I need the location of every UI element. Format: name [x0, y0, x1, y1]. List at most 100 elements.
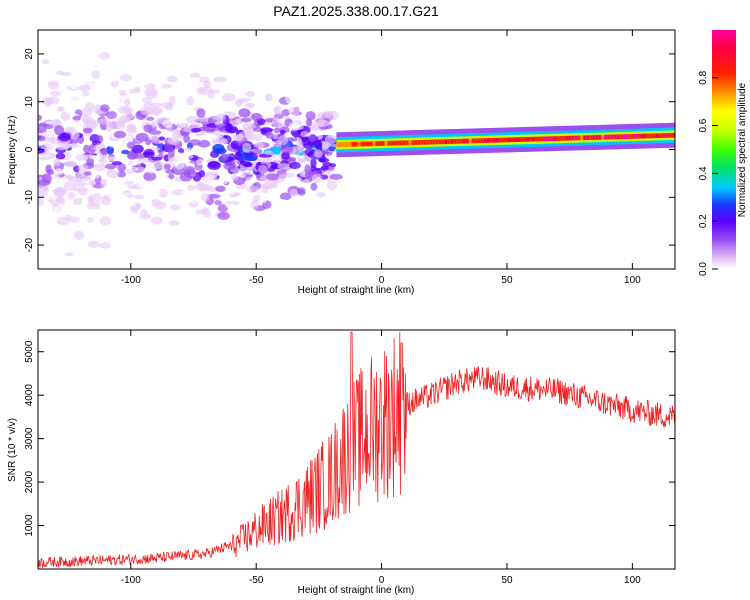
heatmap-cell: [245, 167, 254, 176]
snr-line: [38, 331, 675, 568]
heatmap-cell: [313, 149, 323, 158]
heatmap-cell: [98, 52, 111, 60]
heatmap-cell: [92, 192, 102, 203]
heatmap-cell: [267, 108, 276, 118]
heatmap-cell: [387, 140, 392, 146]
heatmap-cell: [184, 166, 196, 176]
heatmap-cell: [38, 135, 46, 142]
heatmap-cell: [80, 177, 90, 184]
heatmap-cell: [462, 138, 468, 144]
bottom-ytick-label: 4000: [24, 384, 35, 407]
heatmap-cell: [111, 161, 123, 166]
heatmap-cell: [167, 136, 180, 146]
heatmap-cell: [315, 119, 330, 128]
heatmap-cell: [82, 127, 93, 134]
heatmap-cell: [261, 182, 275, 190]
heatmap-cell: [126, 184, 137, 189]
heatmap-cell: [93, 163, 106, 172]
heatmap-cell: [144, 228, 154, 234]
heatmap-cell: [354, 141, 359, 147]
heatmap-cell: [38, 179, 51, 186]
heatmap-cell: [240, 155, 253, 161]
heatmap-cell: [154, 78, 164, 88]
heatmap-cell: [162, 119, 174, 128]
heatmap-cell: [658, 133, 663, 139]
heatmap-cell: [351, 141, 356, 147]
heatmap-cell: [378, 141, 383, 146]
heatmap-cell: [100, 178, 107, 188]
heatmap-cell: [41, 59, 50, 65]
colorbar-tick-label: 0.6: [698, 118, 709, 132]
heatmap-cell: [420, 139, 425, 145]
heatmap-cell: [601, 134, 606, 140]
heatmap-cell: [38, 114, 43, 121]
heatmap-cell: [242, 142, 252, 153]
heatmap-cell: [207, 161, 222, 170]
heatmap-cell: [38, 124, 47, 134]
heatmap-cell: [40, 143, 53, 151]
heatmap-cell: [544, 136, 549, 142]
heatmap-cell: [553, 136, 558, 141]
heatmap-cell: [150, 156, 163, 161]
heatmap-cell: [281, 144, 294, 154]
heatmap-cell: [68, 93, 80, 103]
heatmap-cell: [375, 141, 380, 147]
heatmap-cell: [139, 213, 152, 220]
heatmap-cell: [167, 111, 178, 121]
heatmap-cell: [261, 129, 268, 135]
heatmap-cell: [202, 208, 212, 218]
heatmap-area: [38, 52, 675, 257]
heatmap-cell: [143, 171, 157, 182]
heatmap-cell: [664, 133, 669, 138]
top-ytick-label: -20: [24, 237, 35, 252]
heatmap-cell: [207, 89, 215, 99]
heatmap-cell: [144, 165, 157, 174]
heatmap-cell: [325, 172, 333, 182]
heatmap-cell: [459, 138, 465, 144]
heatmap-cell: [137, 158, 150, 163]
colorbar-axis: 0.0 0.2 0.4 0.6 0.8: [698, 70, 718, 276]
heatmap-cell: [158, 136, 166, 141]
top-ytick-label: 20: [24, 48, 35, 60]
heatmap-cell: [48, 152, 57, 159]
heatmap-cell: [224, 189, 236, 196]
heatmap-cell: [123, 98, 131, 106]
heatmap-cell: [580, 135, 585, 141]
heatmap-cell: [237, 98, 245, 105]
heatmap-cell: [53, 205, 61, 215]
heatmap-cell: [44, 217, 52, 228]
heatmap-cell: [535, 136, 540, 142]
heatmap-cell: [73, 197, 83, 206]
heatmap-cell: [264, 150, 274, 156]
heatmap-cell: [120, 114, 130, 123]
heatmap-cell: [134, 86, 141, 92]
heatmap-cell: [197, 97, 208, 105]
heatmap-cell: [297, 156, 312, 163]
heatmap-cell: [474, 138, 480, 144]
colorbar-label: Normalized spectral amplitude: [737, 82, 748, 217]
heatmap-cell: [190, 127, 202, 133]
heatmap-cell: [72, 187, 82, 192]
heatmap-cell: [305, 111, 316, 121]
heatmap-cell: [185, 115, 199, 124]
heatmap-cell: [123, 104, 131, 115]
heatmap-cell: [236, 145, 244, 152]
heatmap-cell: [423, 139, 428, 145]
heatmap-cell: [526, 136, 531, 142]
heatmap-cell: [240, 117, 252, 123]
heatmap-cell: [166, 75, 178, 83]
heatmap-cell: [295, 100, 304, 109]
top-xlabel: Height of straight line (km): [298, 285, 415, 296]
heatmap-cell: [45, 164, 52, 174]
heatmap-cell: [625, 134, 630, 139]
heatmap-cell: [541, 136, 546, 142]
heatmap-cell: [565, 135, 570, 141]
bottom-plot-frame: [37, 329, 676, 570]
heatmap-cell: [326, 180, 338, 191]
heatmap-cell: [559, 136, 564, 141]
heatmap-cell: [168, 147, 175, 158]
heatmap-cell: [562, 135, 567, 141]
heatmap-cell: [89, 179, 96, 187]
heatmap-cell: [272, 117, 281, 127]
